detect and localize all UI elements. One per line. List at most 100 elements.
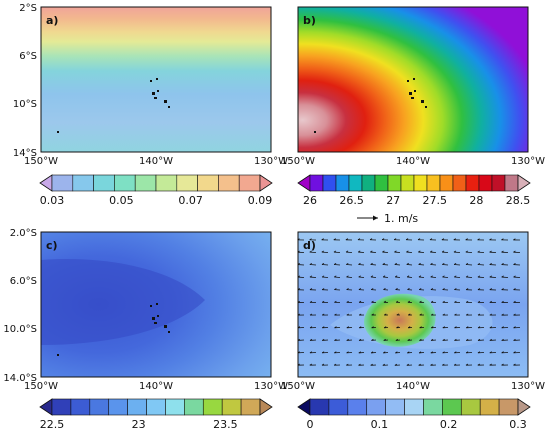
wind-vector-head: [501, 288, 504, 291]
wind-vector-head: [406, 262, 409, 265]
wind-vector-head: [477, 326, 481, 329]
wind-vector-head: [309, 238, 312, 241]
wind-vector-head: [309, 250, 312, 253]
wind-vector-head: [501, 351, 504, 354]
wind-vector-head: [477, 262, 481, 265]
colorbar-c: 22.5 23 23.5: [39, 398, 273, 431]
a-xtick-label: 150°W: [24, 156, 58, 167]
wind-vector-head: [417, 238, 421, 241]
wind-vector-head: [465, 238, 468, 241]
colorbar-b-swatch: [491, 174, 506, 192]
wind-vector-head: [346, 351, 349, 354]
wind-vector-head: [513, 238, 516, 241]
wind-vector-head: [382, 275, 386, 278]
wind-vector-head: [334, 326, 337, 329]
colorbar-d-swatch: [328, 398, 349, 416]
wind-vector-head: [477, 288, 481, 291]
wind-vector-head: [454, 338, 457, 341]
colorbar-c-swatch: [108, 398, 128, 416]
panel-b-frame: [297, 6, 529, 153]
wind-vector-head: [454, 300, 457, 303]
colorbar-d: 0 0.1 0.2 0.3: [297, 398, 531, 431]
wind-vector-head: [358, 338, 362, 341]
wind-vector-head: [405, 238, 409, 241]
wind-vector-head: [309, 338, 313, 341]
wind-vector-head: [513, 313, 516, 316]
wind-vector-head: [453, 363, 457, 366]
wind-vector-head: [407, 300, 411, 303]
colorbar-d-swatch: [385, 398, 405, 416]
wind-vector-head: [430, 262, 433, 265]
wind-vectors: [297, 238, 521, 366]
colorbar-a-swatch: [238, 174, 261, 192]
wind-vector-head: [489, 351, 492, 354]
wind-vector: [358, 276, 365, 278]
wind-vector-head: [430, 338, 434, 341]
colorbar-b-swatch: [348, 174, 363, 192]
wind-vector-head: [321, 262, 325, 265]
wind-vector-head: [371, 300, 374, 303]
wind-vector-head: [513, 263, 516, 265]
colorbar-c-swatch: [202, 398, 223, 416]
wind-vector-head: [441, 250, 445, 253]
c-xtick-label: 150°W: [24, 381, 58, 392]
wind-vector-head: [442, 338, 445, 341]
wind-vector-head: [477, 338, 481, 341]
wind-vector-head: [394, 250, 397, 253]
wind-vector-head: [371, 288, 374, 290]
c-ytick-label: 6.0°S: [10, 276, 37, 287]
wind-vector-head: [501, 300, 504, 303]
colorbar-a-swatch: [176, 174, 198, 192]
wind-vector: [418, 276, 425, 278]
c-ytick-label: 2.0°S: [10, 228, 37, 239]
wind-vector-head: [453, 250, 457, 253]
wind-vector-head: [513, 338, 516, 341]
wind-vector-head: [477, 300, 481, 303]
wind-vector-head: [466, 313, 469, 316]
colorbar-c-swatch: [221, 398, 242, 416]
wind-vector-head: [442, 288, 445, 290]
wind-vector-head: [477, 351, 481, 354]
wind-vector: [370, 264, 377, 266]
wind-vector-head: [334, 275, 337, 278]
wind-vector-head: [429, 238, 433, 241]
wind-vector-head: [333, 262, 337, 265]
wind-vector-head: [309, 326, 313, 329]
wind-vector-head: [321, 300, 325, 303]
panel-c-frame: [40, 231, 272, 378]
wind-vector-head: [442, 300, 445, 303]
wind-vector-head: [394, 262, 397, 265]
colorbar-c-label: 23: [132, 418, 146, 431]
a-ytick-label: 6°S: [19, 51, 37, 62]
wind-vector-head: [430, 288, 434, 290]
wind-vector-head: [419, 300, 422, 303]
wind-vector-head: [407, 326, 411, 329]
wind-vector-head: [321, 363, 325, 366]
colorbar-b-label: 27: [386, 194, 400, 207]
wind-vector-head: [466, 326, 469, 329]
colorbar-d-high-triangle: [517, 398, 531, 416]
wind-vector: [382, 264, 389, 266]
reference-vector-label: 1. m/s: [384, 212, 418, 225]
colorbar-c-high-triangle: [259, 398, 273, 416]
a-xtick-label: 140°W: [139, 156, 173, 167]
wind-vector-head: [383, 288, 386, 290]
colorbar-a-swatch: [51, 174, 74, 192]
wind-vector-head: [430, 300, 434, 303]
wind-vector-head: [395, 288, 398, 290]
wind-vector-head: [418, 363, 421, 366]
colorbar-d-swatch: [479, 398, 500, 416]
wind-vector-head: [358, 288, 362, 290]
colorbar-d-swatch: [423, 398, 443, 416]
wind-vector-head: [309, 288, 313, 291]
wind-vector-head: [465, 262, 469, 265]
wind-vector-head: [513, 275, 516, 278]
wind-vector-head: [489, 326, 493, 329]
wind-vector-head: [465, 288, 469, 291]
wind-vector-head: [396, 313, 400, 316]
wind-vector-head: [501, 313, 504, 316]
colorbar-d-swatch: [442, 398, 462, 416]
colorbar-a-label: 0.05: [109, 194, 134, 207]
wind-vector-head: [454, 326, 457, 329]
